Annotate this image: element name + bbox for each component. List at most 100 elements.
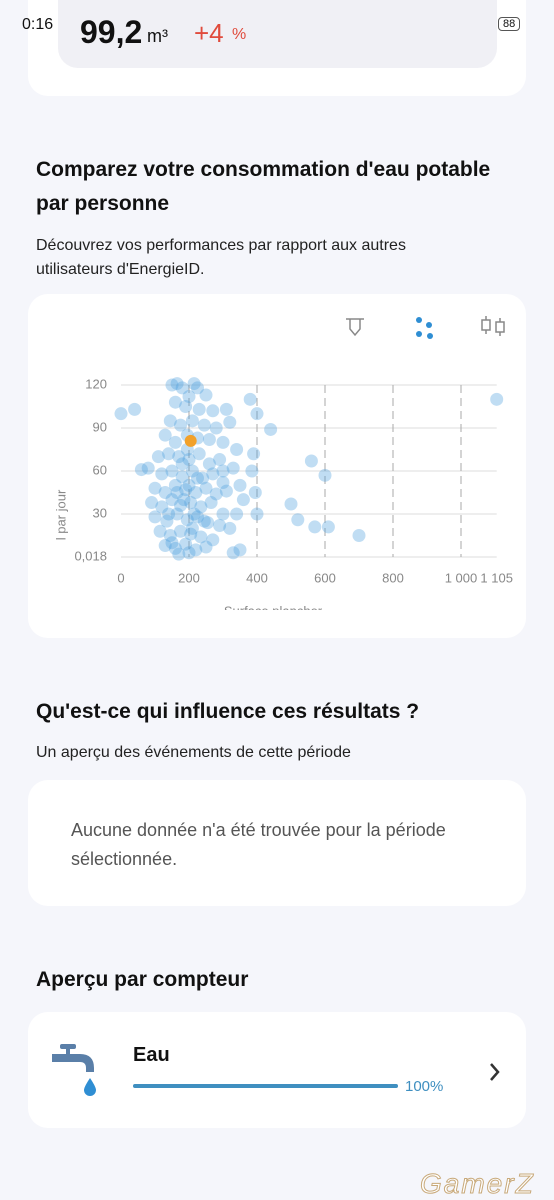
point — [184, 434, 197, 447]
point — [291, 513, 305, 527]
point — [185, 521, 199, 535]
x-tick-label: 0 — [117, 570, 124, 585]
point — [170, 486, 184, 500]
point — [230, 443, 244, 457]
icon-bar[interactable] — [346, 318, 364, 337]
point — [182, 453, 196, 467]
point — [155, 500, 169, 514]
point — [247, 447, 261, 461]
point — [202, 457, 216, 471]
point — [206, 533, 220, 547]
point — [184, 496, 198, 510]
point — [165, 464, 179, 478]
point — [245, 464, 259, 478]
point — [201, 516, 215, 530]
point — [192, 402, 206, 416]
summary-unit: m³ — [147, 26, 168, 46]
point — [226, 546, 240, 560]
icon-box[interactable] — [481, 316, 505, 336]
point — [182, 478, 196, 492]
section-description: Découvrez vos performances par rapport a… — [36, 237, 406, 278]
point — [158, 428, 172, 442]
point — [352, 529, 366, 543]
empty-card: Aucune donnée n'a été trouvée pour la pé… — [28, 780, 526, 906]
point — [233, 543, 247, 557]
point — [148, 510, 162, 524]
x-tick-label: 1 105 — [480, 570, 513, 585]
x-tick-label: 200 — [178, 570, 200, 585]
point — [204, 496, 218, 510]
point — [172, 450, 186, 464]
point — [243, 392, 257, 406]
point — [174, 524, 187, 538]
icon-scatter[interactable] — [416, 317, 433, 339]
meter-card[interactable]: Eau 100% — [28, 1012, 526, 1128]
point — [189, 543, 203, 557]
chart: 0,018 30 60 90 120 0 200 400 600 800 1 000 1 105 l p… — [53, 316, 513, 610]
point — [216, 435, 230, 449]
point — [165, 493, 179, 507]
x-tick-label: 800 — [382, 570, 404, 585]
point — [134, 463, 148, 477]
y-axis-title: l par jour — [53, 489, 68, 540]
point — [168, 395, 182, 409]
y-tick-label: 30 — [93, 505, 107, 520]
point — [175, 381, 189, 395]
point — [304, 454, 318, 468]
point — [179, 400, 193, 414]
chart-type-icons — [346, 316, 505, 339]
section-title: Qu'est-ce qui influence ces résultats ? — [36, 700, 420, 723]
y-tick-label: 60 — [93, 462, 107, 477]
point — [216, 475, 230, 489]
point — [213, 518, 227, 532]
point — [321, 520, 335, 534]
section-title: Aperçu par compteur — [36, 968, 249, 991]
point — [202, 432, 216, 446]
point — [192, 447, 206, 461]
point — [162, 447, 176, 461]
point — [182, 546, 196, 560]
y-tick-label: 90 — [93, 419, 107, 434]
y-tick-label: 0,018 — [74, 548, 107, 563]
point — [168, 541, 182, 555]
plot: 0,018 30 60 90 120 0 200 400 600 800 1 000 1 105 l p… — [53, 376, 513, 610]
point — [155, 467, 169, 481]
point — [197, 514, 211, 528]
point — [223, 415, 237, 429]
point — [197, 418, 211, 432]
point — [114, 407, 128, 421]
point — [206, 467, 220, 481]
y-tick-label: 120 — [85, 376, 107, 391]
summary-value: 99,2 — [80, 14, 143, 50]
point — [226, 461, 240, 475]
point — [185, 464, 199, 478]
point — [163, 414, 177, 428]
point — [158, 539, 172, 553]
chevron[interactable] — [488, 1062, 502, 1082]
point — [199, 388, 213, 402]
x-tick-label: 400 — [246, 570, 268, 585]
point — [165, 536, 179, 550]
point — [196, 471, 210, 485]
point — [177, 493, 191, 507]
point — [219, 484, 233, 498]
summary-change: +4 — [194, 18, 224, 48]
point — [191, 471, 204, 485]
point — [184, 527, 198, 541]
watermark: GamerZ — [420, 1168, 535, 1200]
point — [216, 464, 230, 478]
point — [233, 478, 247, 492]
point — [219, 402, 233, 416]
battery: 88 — [498, 17, 521, 31]
status-time: 0:16 — [22, 16, 54, 33]
point — [158, 486, 172, 500]
progress-label: 100% — [405, 1078, 444, 1095]
point — [191, 381, 204, 395]
point — [179, 537, 193, 551]
point — [199, 481, 213, 495]
point — [180, 513, 194, 527]
summary-card — [28, 0, 526, 96]
point — [187, 377, 201, 391]
point — [216, 507, 230, 521]
